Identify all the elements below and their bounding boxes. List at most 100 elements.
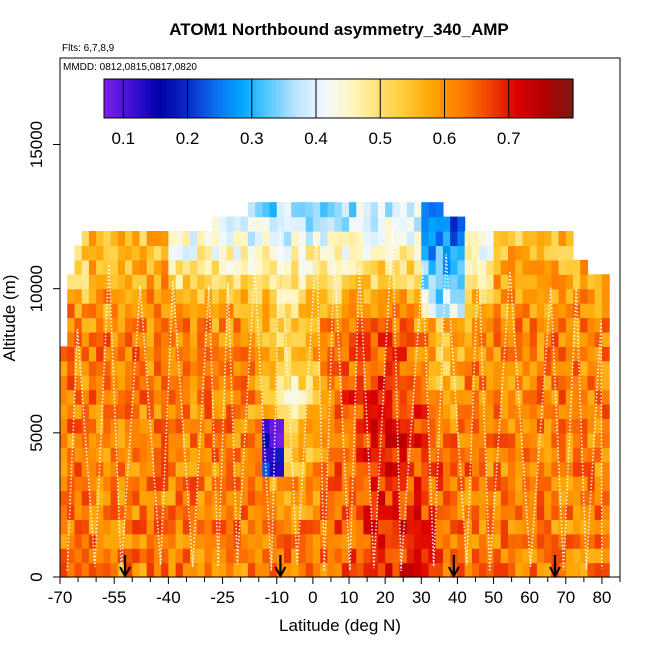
heatmap-cell (247, 490, 256, 506)
heatmap-cell (428, 231, 437, 247)
heatmap-cell (370, 519, 379, 535)
heatmap-cell (327, 533, 336, 549)
heatmap-cell (515, 360, 524, 376)
heatmap-cell (406, 432, 415, 448)
chart-title: ATOM1 Northbound asymmetry_340_AMP (169, 20, 508, 39)
colorbar-swatch (565, 79, 570, 118)
heatmap-cell (500, 562, 509, 578)
colorbar-swatch (401, 79, 406, 118)
heatmap-cell (168, 562, 177, 578)
heatmap-cell (414, 432, 422, 448)
heatmap-cell (435, 360, 444, 376)
heatmap-cell (146, 303, 155, 319)
heatmap-cell (428, 274, 437, 290)
heatmap-cell (341, 447, 350, 463)
heatmap-cell (161, 360, 169, 376)
heatmap-cell (363, 418, 372, 434)
heatmap-cell (399, 548, 408, 564)
heatmap-cell (81, 346, 90, 362)
heatmap-cell (601, 447, 610, 463)
heatmap-cell (536, 461, 545, 477)
heatmap-cell (341, 288, 350, 304)
heatmap-cell (580, 533, 589, 549)
heatmap-cell (218, 562, 227, 578)
heatmap-cell (190, 447, 198, 463)
heatmap-cell (558, 447, 567, 463)
heatmap-cell (197, 231, 206, 247)
heatmap-cell (442, 404, 451, 420)
heatmap-cell (529, 389, 538, 405)
heatmap-cell (515, 562, 524, 578)
heatmap-cell (81, 259, 90, 275)
heatmap-cell (486, 461, 495, 477)
heatmap-cell (450, 476, 459, 492)
heatmap-cell (233, 303, 242, 319)
heatmap-cell (110, 562, 119, 578)
heatmap-cell (565, 274, 574, 290)
heatmap-cell (587, 375, 596, 391)
heatmap-cell (255, 519, 263, 535)
heatmap-cell (96, 317, 104, 333)
heatmap-cell (508, 245, 516, 261)
heatmap-cell (269, 331, 278, 347)
heatmap-cell (536, 404, 545, 420)
heatmap-cell (96, 404, 104, 420)
x-tick-label: 40 (448, 588, 467, 607)
heatmap-cell (211, 519, 220, 535)
heatmap-cell (161, 274, 169, 290)
heatmap-cell (421, 375, 430, 391)
heatmap-cell (558, 490, 567, 506)
dates-note: MMDD: 0812,0815,0817,0820 (63, 62, 197, 73)
colorbar-swatch (518, 79, 523, 118)
heatmap-cell (363, 202, 372, 218)
heatmap-cell (349, 389, 357, 405)
heatmap-cell (493, 562, 502, 578)
heatmap-cell (218, 317, 227, 333)
heatmap-cell (428, 331, 437, 347)
heatmap-cell (132, 461, 141, 477)
heatmap-cell (573, 331, 581, 347)
heatmap-cell (341, 245, 350, 261)
heatmap-cell (153, 245, 162, 261)
heatmap-cell (486, 432, 495, 448)
heatmap-cell (341, 216, 350, 232)
heatmap-cell (428, 519, 437, 535)
heatmap-cell (218, 288, 227, 304)
heatmap-cell (587, 346, 596, 362)
heatmap-cell (399, 404, 408, 420)
heatmap-cell (262, 490, 271, 506)
heatmap-cell (385, 259, 393, 275)
heatmap-cell (255, 346, 263, 362)
heatmap-cell (414, 346, 422, 362)
colorbar-frame (103, 78, 574, 119)
heatmap-cell (255, 490, 263, 506)
colorbar-swatch (479, 79, 484, 118)
heatmap-cell (269, 317, 278, 333)
heatmap-cell (298, 317, 307, 333)
heatmap-cell (601, 404, 610, 420)
heatmap-cell (204, 476, 213, 492)
heatmap-cell (565, 331, 574, 347)
heatmap-cell (132, 404, 141, 420)
heatmap-cell (471, 274, 480, 290)
heatmap-cell (349, 375, 357, 391)
heatmap-cell (312, 418, 321, 434)
heatmap-cell (146, 461, 155, 477)
heatmap-cell (363, 360, 372, 376)
heatmap-cell (601, 288, 610, 304)
colorbar-swatch (459, 79, 465, 118)
heatmap-cell (392, 533, 401, 549)
heatmap-cell (312, 331, 321, 347)
heatmap-cell (442, 331, 451, 347)
heatmap-cell (399, 490, 408, 506)
heatmap-cell (81, 447, 90, 463)
heatmap-cell (132, 317, 141, 333)
heatmap-cell (117, 447, 126, 463)
heatmap-cell (341, 231, 350, 247)
heatmap-cell (479, 476, 487, 492)
heatmap-cell (594, 331, 603, 347)
heatmap-cell (110, 274, 119, 290)
heatmap-cell (356, 418, 365, 434)
heatmap-cell (377, 476, 386, 492)
heatmap-cell (211, 245, 220, 261)
